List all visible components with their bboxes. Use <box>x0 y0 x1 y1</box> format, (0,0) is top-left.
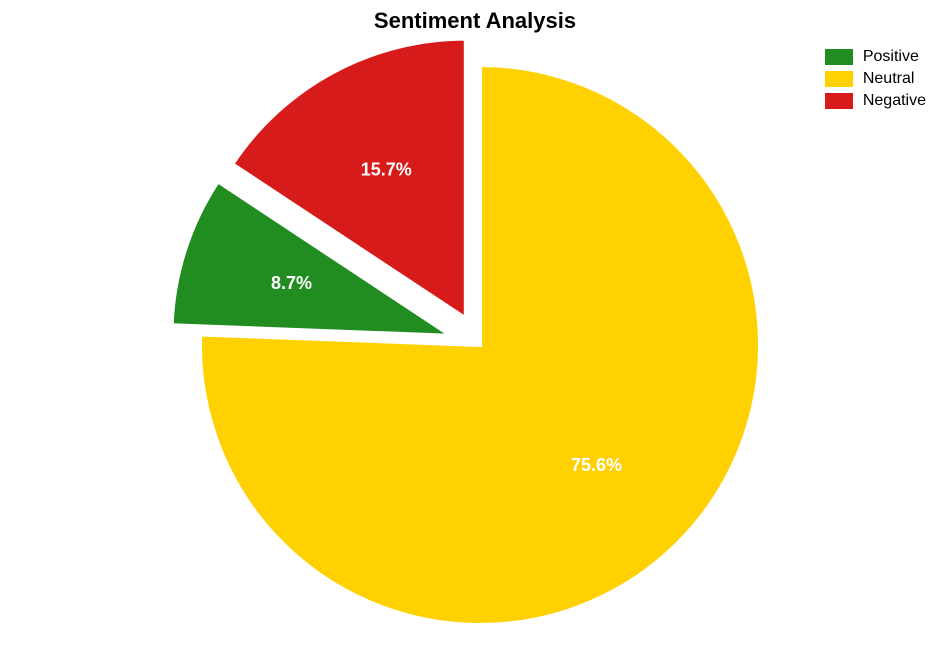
pie-label-negative: 15.7% <box>361 159 412 179</box>
pie-label-positive: 8.7% <box>271 273 312 293</box>
legend-label: Positive <box>863 48 919 66</box>
legend-item-neutral: Neutral <box>825 70 926 88</box>
legend-item-negative: Negative <box>825 92 926 110</box>
legend-label: Negative <box>863 92 926 110</box>
legend-swatch <box>825 71 853 87</box>
pie-slices <box>172 39 760 625</box>
legend-swatch <box>825 93 853 109</box>
legend-swatch <box>825 49 853 65</box>
chart-legend: Positive Neutral Negative <box>825 48 926 114</box>
pie-label-neutral: 75.6% <box>571 455 622 475</box>
pie-svg: 75.6% 8.7% 15.7% <box>0 0 950 662</box>
legend-item-positive: Positive <box>825 48 926 66</box>
sentiment-pie-chart: Sentiment Analysis 75.6%8.7%15.7% Positi… <box>0 0 950 662</box>
legend-label: Neutral <box>863 70 915 88</box>
